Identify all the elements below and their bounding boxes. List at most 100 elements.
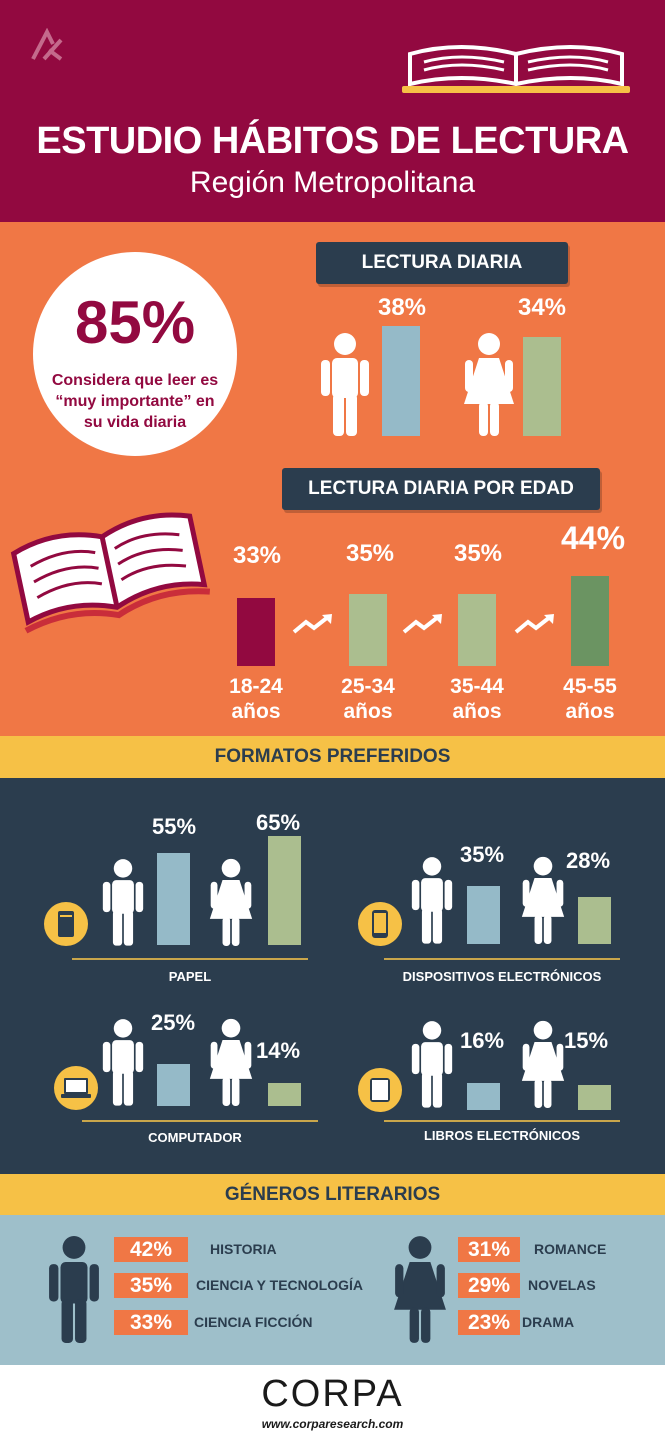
age-bar	[571, 575, 609, 666]
open-book-icon	[402, 45, 630, 93]
device-format-label: DISPOSITIVOS ELECTRÓNICOS	[402, 969, 602, 984]
book-icon	[10, 512, 210, 634]
male-icon	[49, 1236, 99, 1343]
male-icon	[411, 1021, 453, 1108]
trend-up-icon	[292, 614, 332, 634]
daily-female-label: 34%	[517, 294, 567, 321]
genre-name: ROMANCE	[534, 1241, 607, 1257]
genres-section: 42% HISTORIA 35% CIENCIA Y TECNOLOGÍA 33…	[0, 1215, 665, 1365]
age-pct-label: 35%	[345, 540, 395, 567]
female-icon	[209, 858, 253, 946]
computer-divider	[82, 1120, 318, 1122]
paper-format-label: PAPEL	[168, 969, 212, 984]
age-pct-label: 44%	[560, 520, 626, 556]
age-label: 18-24 años	[212, 674, 300, 724]
corpa-logo-icon	[31, 28, 63, 61]
header-section: ESTUDIO HÁBITOS DE LECTURA Región Metrop…	[0, 0, 665, 222]
male-icon	[411, 857, 453, 944]
daily-male-bar	[382, 325, 420, 436]
trend-up-icon	[402, 614, 442, 634]
ebook-male-label: 16%	[459, 1028, 505, 1053]
computer-format-badge	[54, 1066, 98, 1110]
genre-name: NOVELAS	[528, 1277, 596, 1293]
age-label: 35-44 años	[433, 674, 521, 724]
device-male-bar	[467, 885, 500, 944]
reading-section: 85% Considera que leer es “muy important…	[0, 222, 665, 736]
highlight-text-line: Considera que leer es	[51, 372, 219, 389]
age-label: 25-34 años	[324, 674, 412, 724]
age-reading-title: LECTURA DIARIA POR EDAD	[282, 468, 600, 510]
computer-male-bar	[157, 1064, 190, 1106]
highlight-circle: 85% Considera que leer es “muy important…	[33, 252, 237, 456]
age-pct-label: 35%	[453, 540, 503, 567]
genre-name: CIENCIA Y TECNOLOGÍA	[196, 1277, 363, 1293]
age-bar	[237, 598, 275, 666]
highlight-text-line: su vida diaria	[83, 414, 187, 431]
ebook-female-bar	[578, 1084, 611, 1110]
genre-name: CIENCIA FICCIÓN	[194, 1314, 313, 1330]
age-unit: años	[231, 700, 281, 723]
device-format-badge	[358, 902, 402, 946]
paper-male-label: 55%	[151, 814, 197, 839]
footer-section: CORPA www.corparesearch.com	[0, 1365, 665, 1440]
male-icon	[321, 333, 369, 436]
genre-name: DRAMA	[522, 1314, 575, 1330]
highlight-text: Considera que leer es “muy importante” e…	[43, 370, 227, 433]
tablet-icon	[370, 1078, 390, 1102]
website-url[interactable]: www.corparesearch.com	[261, 1417, 404, 1431]
age-label: 45-55 años	[546, 674, 634, 724]
brand-logo: CORPA	[261, 1373, 404, 1415]
age-range: 35-44	[450, 675, 504, 698]
age-pct-label: 33%	[232, 542, 282, 569]
formats-title: FORMATOS PREFERIDOS	[0, 736, 665, 778]
laptop-icon	[61, 1078, 91, 1098]
device-female-label: 28%	[565, 848, 611, 873]
paper-divider	[72, 958, 308, 960]
ebook-divider	[384, 1120, 620, 1122]
paper-icon	[58, 911, 74, 937]
female-icon	[464, 333, 514, 436]
formats-section: 55% 65% PAPEL 35% 28% DISPOSITIVOS ELECT…	[0, 778, 665, 1174]
age-range: 18-24	[229, 675, 283, 698]
age-unit: años	[565, 700, 615, 723]
page-subtitle: Región Metropolitana	[189, 166, 476, 199]
paper-format-badge	[44, 902, 88, 946]
age-unit: años	[343, 700, 393, 723]
paper-male-bar	[157, 853, 190, 945]
paper-female-bar	[268, 836, 301, 945]
male-icon	[102, 1019, 144, 1106]
genres-title: GÉNEROS LITERARIOS	[0, 1174, 665, 1215]
computer-female-bar	[268, 1082, 301, 1106]
ebook-female-label: 15%	[563, 1028, 609, 1053]
ebook-format-label: LIBROS ELECTRÓNICOS	[423, 1128, 580, 1143]
genre-pct: 42%	[114, 1237, 188, 1262]
female-icon	[521, 856, 565, 944]
male-icon	[102, 859, 144, 946]
age-unit: años	[452, 700, 502, 723]
computer-female-label: 14%	[255, 1038, 301, 1063]
highlight-value: 85%	[74, 289, 196, 356]
genre-pct: 23%	[458, 1310, 520, 1335]
genre-pct: 35%	[114, 1273, 188, 1298]
page-title: ESTUDIO HÁBITOS DE LECTURA	[36, 120, 629, 162]
female-icon	[394, 1236, 446, 1343]
daily-female-bar	[523, 337, 561, 436]
genre-name: HISTORIA	[210, 1241, 277, 1257]
genre-pct: 29%	[458, 1273, 520, 1298]
device-male-label: 35%	[459, 842, 505, 867]
trend-up-icon	[514, 614, 554, 634]
device-divider	[384, 958, 620, 960]
genre-pct: 31%	[458, 1237, 520, 1262]
genre-pct: 33%	[114, 1310, 188, 1335]
ebook-format-badge	[358, 1068, 402, 1112]
device-female-bar	[578, 897, 611, 944]
computer-male-label: 25%	[150, 1010, 196, 1035]
ebook-male-bar	[467, 1083, 500, 1110]
daily-male-label: 38%	[377, 294, 427, 321]
highlight-text-line: “muy importante” en	[55, 393, 215, 410]
paper-female-label: 65%	[255, 810, 301, 835]
age-range: 45-55	[563, 675, 617, 698]
smartphone-icon	[372, 910, 388, 938]
female-icon	[521, 1020, 565, 1108]
daily-reading-title: LECTURA DIARIA	[316, 242, 568, 284]
